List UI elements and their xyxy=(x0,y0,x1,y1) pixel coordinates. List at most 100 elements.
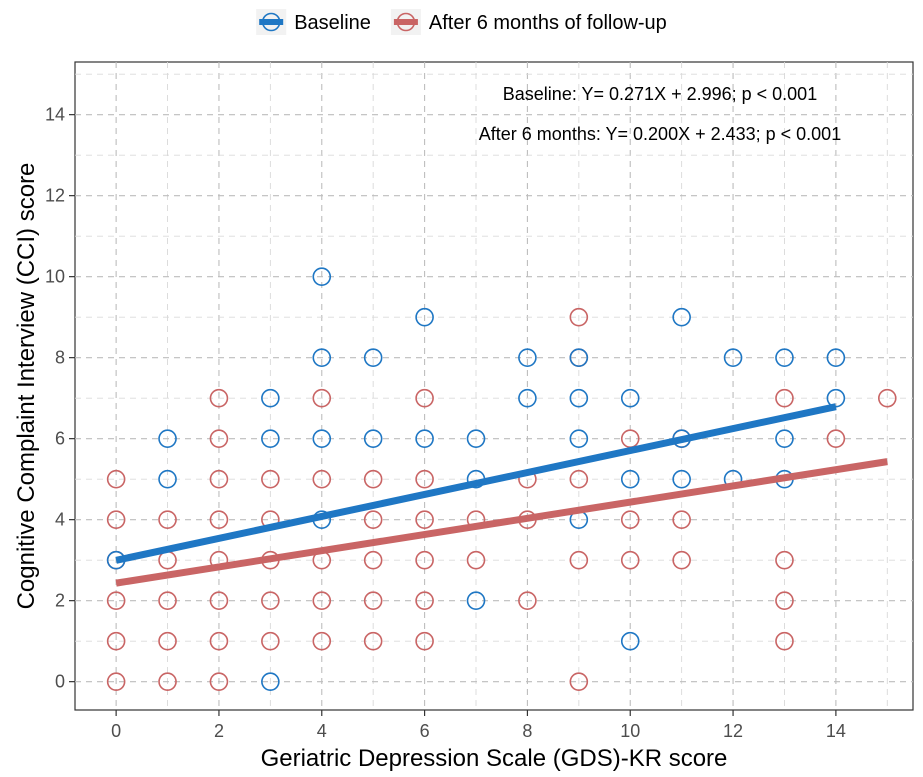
y-tick-label: 4 xyxy=(55,510,65,530)
data-point xyxy=(775,348,794,367)
y-tick-label: 8 xyxy=(55,348,65,368)
data-point xyxy=(261,429,280,448)
data-point xyxy=(209,631,229,651)
data-point xyxy=(363,550,383,570)
legend-key-marker xyxy=(396,12,416,32)
data-point xyxy=(415,469,434,489)
regression-annotation-baseline: Baseline: Y= 0.271X + 2.996; p < 0.001 xyxy=(503,84,817,104)
data-point xyxy=(209,591,229,610)
data-point xyxy=(312,631,332,651)
fit-lines xyxy=(115,403,888,587)
data-point xyxy=(775,631,794,651)
data-point xyxy=(466,591,486,610)
data-point xyxy=(261,388,280,408)
regression-annotation-followup: After 6 months: Y= 0.200X + 2.433; p < 0… xyxy=(479,124,841,144)
data-point xyxy=(569,469,589,489)
legend: Baseline After 6 months of follow-up xyxy=(256,9,667,35)
data-point xyxy=(209,469,229,489)
data-point xyxy=(415,429,434,448)
data-point xyxy=(415,631,434,651)
legend-label: Baseline xyxy=(294,12,371,34)
data-point xyxy=(261,591,280,610)
data-point xyxy=(158,631,177,651)
data-point xyxy=(415,388,434,408)
data-point xyxy=(518,591,537,610)
data-point xyxy=(569,348,589,367)
data-point xyxy=(620,510,640,529)
y-tick-label: 12 xyxy=(45,186,65,206)
data-point xyxy=(363,631,383,651)
data-point xyxy=(620,469,640,489)
data-point xyxy=(775,429,794,448)
data-point xyxy=(569,307,589,327)
data-point xyxy=(620,388,640,408)
data-point xyxy=(415,510,434,529)
data-point xyxy=(363,429,383,448)
y-axis-ticks: 0 2 4 6 8 10 12 14 xyxy=(45,105,75,692)
data-point xyxy=(415,550,434,570)
data-point xyxy=(106,469,126,489)
grid-lines xyxy=(75,62,913,710)
y-tick-label: 0 xyxy=(55,672,65,692)
data-point xyxy=(106,672,126,691)
data-point xyxy=(775,388,794,408)
data-point xyxy=(363,469,383,489)
fit-line xyxy=(115,403,837,564)
data-point xyxy=(569,429,589,448)
data-point xyxy=(466,429,486,448)
data-point xyxy=(158,510,177,529)
data-point xyxy=(209,388,229,408)
data-point xyxy=(569,672,589,691)
data-point xyxy=(158,591,177,610)
data-point xyxy=(826,388,846,408)
data-point xyxy=(312,388,332,408)
y-tick-label: 6 xyxy=(55,429,65,449)
data-point xyxy=(158,672,177,691)
y-axis-title: Cognitive Complaint Interview (CCI) scor… xyxy=(13,163,40,610)
x-tick-label: 10 xyxy=(620,721,640,741)
x-tick-label: 12 xyxy=(723,721,743,741)
data-point xyxy=(518,348,537,367)
data-point xyxy=(312,267,332,286)
data-point xyxy=(569,550,589,570)
legend-key-marker xyxy=(261,12,281,32)
data-point xyxy=(158,469,177,489)
data-point xyxy=(415,307,434,327)
y-tick-label: 2 xyxy=(55,591,65,611)
data-point xyxy=(620,550,640,570)
data-point xyxy=(826,429,846,448)
data-point xyxy=(312,591,332,610)
data-point xyxy=(672,510,691,529)
data-point xyxy=(209,429,229,448)
y-tick-label: 10 xyxy=(45,267,65,287)
x-tick-label: 4 xyxy=(317,721,327,741)
data-point xyxy=(312,469,332,489)
data-point xyxy=(877,388,897,408)
data-point xyxy=(312,429,332,448)
data-point xyxy=(209,672,229,691)
data-point xyxy=(672,469,691,489)
data-point xyxy=(775,550,794,570)
data-point xyxy=(826,348,846,367)
data-point xyxy=(261,672,280,691)
legend-label: After 6 months of follow-up xyxy=(429,12,667,34)
data-point xyxy=(312,348,332,367)
x-axis-title: Geriatric Depression Scale (GDS)-KR scor… xyxy=(261,745,728,772)
x-tick-label: 2 xyxy=(214,721,224,741)
data-point xyxy=(518,388,537,408)
data-point xyxy=(261,469,280,489)
x-axis-ticks: 0 2 4 6 8 10 12 14 xyxy=(111,710,846,741)
data-point xyxy=(723,348,743,367)
data-point xyxy=(158,429,177,448)
data-point xyxy=(261,631,280,651)
x-tick-label: 6 xyxy=(420,721,430,741)
x-tick-label: 0 xyxy=(111,721,121,741)
data-point xyxy=(466,550,486,570)
data-point xyxy=(209,510,229,529)
data-point xyxy=(363,510,383,529)
data-point xyxy=(415,591,434,610)
data-point xyxy=(363,348,383,367)
data-point xyxy=(775,591,794,610)
plot-panel xyxy=(74,61,914,711)
